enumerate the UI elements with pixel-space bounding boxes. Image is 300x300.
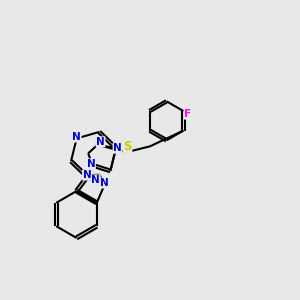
Text: S: S [123, 140, 132, 153]
Text: N: N [96, 137, 105, 147]
Text: N: N [113, 143, 122, 153]
Text: F: F [184, 109, 191, 119]
Text: N: N [82, 170, 91, 180]
Text: N: N [72, 132, 81, 142]
Text: N: N [100, 178, 109, 188]
Text: N: N [87, 159, 95, 169]
Text: N: N [91, 175, 100, 185]
